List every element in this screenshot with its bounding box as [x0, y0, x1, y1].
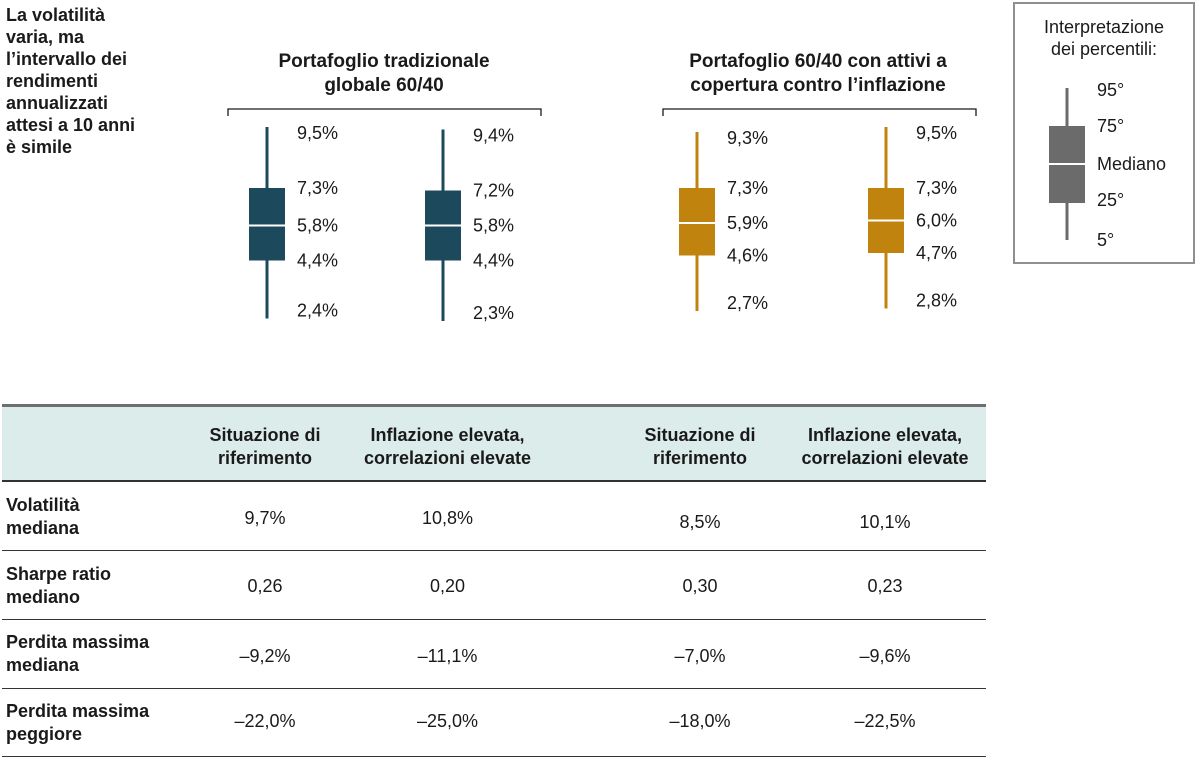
row-label-median-drawdown: Perdita massima mediana	[6, 631, 149, 677]
group-title-line: globale 60/40	[324, 75, 444, 96]
side-note: La volatilità varia, ma l’intervallo dei…	[6, 4, 176, 158]
row-label-line: Volatilità	[6, 495, 80, 515]
box-value-label-p25: 4,7%	[916, 243, 957, 263]
group-bracket	[662, 108, 977, 116]
group-title-inflation-hedge: Portafoglio 60/40 con attivi a copertura…	[640, 50, 996, 98]
row-label-line: Perdita massima	[6, 632, 150, 652]
box-value-label-median: 6,0%	[916, 211, 957, 231]
column-header-line: Situazione di	[209, 425, 321, 445]
table-cell: –7,0%	[674, 646, 726, 666]
legend-title: Interpretazione dei percentili:	[1016, 16, 1192, 60]
table-cell: –25,0%	[416, 711, 479, 731]
percentile-legend	[1013, 2, 1195, 264]
box-value-label-p25: 4,4%	[473, 251, 514, 271]
table-cell: 8,5%	[679, 512, 721, 532]
table-cell: –22,0%	[234, 711, 296, 731]
box-value-label-p25: 4,4%	[297, 251, 338, 271]
column-header-line: correlazioni elevate	[801, 448, 969, 468]
legend-label-25: 25°	[1097, 190, 1125, 210]
box-value-label-p75: 7,3%	[297, 178, 338, 198]
group-title-traditional: Portafoglio tradizionale globale 60/40	[214, 50, 554, 98]
row-label-line: peggiore	[6, 724, 83, 744]
table-cell: 10,8%	[421, 508, 474, 528]
row-divider	[2, 619, 986, 620]
box-value-label-median: 5,8%	[297, 216, 338, 236]
box-value-label-p75: 7,3%	[727, 178, 768, 198]
row-label-line: mediano	[6, 587, 81, 607]
column-header: Situazione di riferimento	[625, 424, 775, 470]
legend-title-line: dei percentili:	[1050, 39, 1158, 59]
legend-title-line: Interpretazione	[1043, 17, 1165, 37]
side-note-line: l’intervallo dei	[6, 49, 128, 69]
row-divider	[2, 550, 986, 551]
group-title-line: Portafoglio tradizionale	[278, 51, 490, 72]
side-note-line: è simile	[6, 137, 73, 157]
legend-box-glyph	[1049, 88, 1085, 240]
table-cell: –22,5%	[854, 711, 916, 731]
box-value-label-median: 5,9%	[727, 213, 768, 233]
legend-label-5: 5°	[1097, 230, 1115, 250]
box-value-label-median: 5,8%	[473, 216, 514, 236]
row-label-worst-drawdown: Perdita massima peggiore	[6, 700, 149, 746]
row-label-line: mediana	[6, 655, 80, 675]
column-header-line: correlazioni elevate	[363, 448, 532, 468]
box-value-label-p5: 2,8%	[916, 291, 957, 311]
legend-label-median: Mediano	[1097, 154, 1167, 174]
box-value-label-p95: 9,5%	[916, 123, 957, 143]
column-header-line: riferimento	[217, 448, 313, 468]
side-note-line: annualizzati	[6, 93, 109, 113]
column-header: Situazione di riferimento	[190, 424, 340, 470]
box-value-label-p75: 7,2%	[473, 181, 514, 201]
table-cell: –9,2%	[239, 646, 291, 666]
table-cell: 0,30	[682, 576, 718, 596]
table-cell: –9,6%	[859, 646, 911, 666]
table-header	[2, 404, 986, 482]
column-header: Inflazione elevata, correlazioni elevate	[780, 424, 990, 470]
box-plot-chart: 9,5% 7,3% 5,8% 4,4% 2,4% 9,4% 7,2% 5,8% 4,4% 2,3%…	[227, 108, 977, 323]
box-value-label-p5: 2,7%	[727, 293, 768, 313]
row-label-sharpe: Sharpe ratio mediano	[6, 563, 111, 609]
row-divider	[2, 756, 986, 757]
group-title-line: copertura contro l’inflazione	[690, 75, 946, 96]
column-header-line: riferimento	[652, 448, 748, 468]
box-value-label-p5: 2,4%	[297, 301, 338, 321]
box-value-label-p95: 9,4%	[473, 126, 514, 146]
group-bracket	[227, 108, 542, 116]
box-iqr	[679, 188, 715, 256]
box-value-label-p95: 9,3%	[727, 128, 768, 148]
table-cell: 9,7%	[244, 508, 286, 528]
column-header-line: Situazione di	[644, 425, 756, 445]
row-label-line: mediana	[6, 518, 80, 538]
box-value-label-p25: 4,6%	[727, 246, 768, 266]
column-header-line: Inflazione elevata,	[370, 425, 525, 445]
box-iqr	[249, 188, 285, 261]
side-note-line: La volatilità	[6, 5, 106, 25]
table-cell: 10,1%	[859, 512, 911, 532]
box-value-label-p75: 7,3%	[916, 178, 957, 198]
table-cell: 0,20	[429, 576, 466, 596]
table-cell: 0,26	[247, 576, 283, 596]
row-label-line: Sharpe ratio	[6, 564, 112, 584]
legend-label-95: 95°	[1097, 80, 1125, 100]
side-note-line: varia, ma	[6, 27, 85, 47]
group-title-line: Portafoglio 60/40 con attivi a	[689, 51, 947, 72]
box-value-label-p95: 9,5%	[297, 123, 338, 143]
column-header: Inflazione elevata, correlazioni elevate	[340, 424, 555, 470]
table-cell: 0,23	[867, 576, 903, 596]
legend-label-75: 75°	[1097, 116, 1125, 136]
row-divider	[2, 688, 986, 689]
row-label-line: Perdita massima	[6, 701, 150, 721]
table-cell: –11,1%	[417, 646, 478, 666]
row-label-volatility: Volatilità mediana	[6, 494, 80, 540]
table-cell: –18,0%	[669, 711, 731, 731]
box-value-label-p5: 2,3%	[473, 303, 514, 323]
column-header-line: Inflazione elevata,	[807, 425, 963, 445]
side-note-line: attesi a 10 anni	[6, 115, 136, 135]
side-note-line: rendimenti	[6, 71, 99, 91]
